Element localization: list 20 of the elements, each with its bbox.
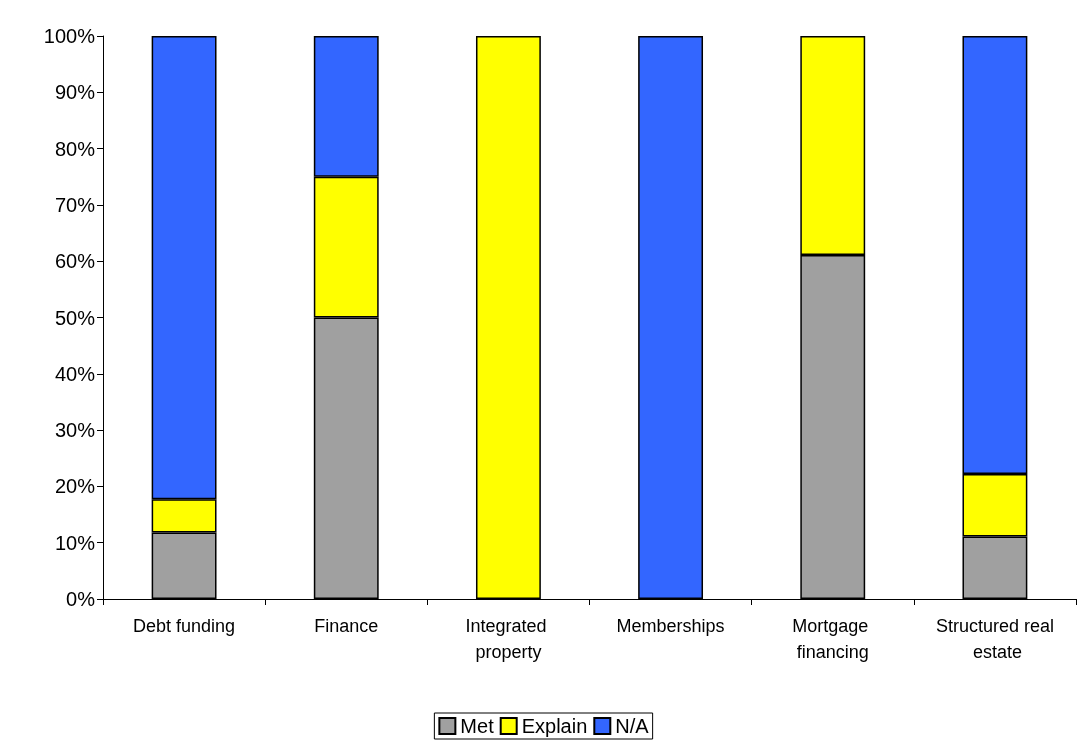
x-tick-label: Memberships <box>616 616 725 636</box>
y-tick-label: 90% <box>54 81 96 104</box>
y-tick-label: 80% <box>54 137 96 160</box>
y-tick-label: 50% <box>54 306 96 329</box>
y-tick-label: 0% <box>66 588 96 610</box>
x-tick-label: Mortgage financing <box>792 616 874 662</box>
y-tick-label: 60% <box>54 250 96 273</box>
legend-label: N/A <box>615 715 650 737</box>
y-tick-label: 40% <box>54 362 96 385</box>
y-tick-label: 70% <box>54 193 96 216</box>
x-tick-label: Debt funding <box>133 616 236 636</box>
legend-label: Explain <box>521 715 588 737</box>
x-tick-label: Structured real estate <box>935 616 1054 662</box>
y-tick-label: 100% <box>43 25 96 47</box>
legend-label: Met <box>460 715 495 737</box>
x-tick-label: Finance <box>314 616 379 636</box>
x-tick-label: Integrated property <box>465 616 552 662</box>
y-tick-label: 20% <box>54 475 96 498</box>
y-tick-label: 30% <box>54 419 96 442</box>
y-tick-label: 10% <box>54 531 96 554</box>
